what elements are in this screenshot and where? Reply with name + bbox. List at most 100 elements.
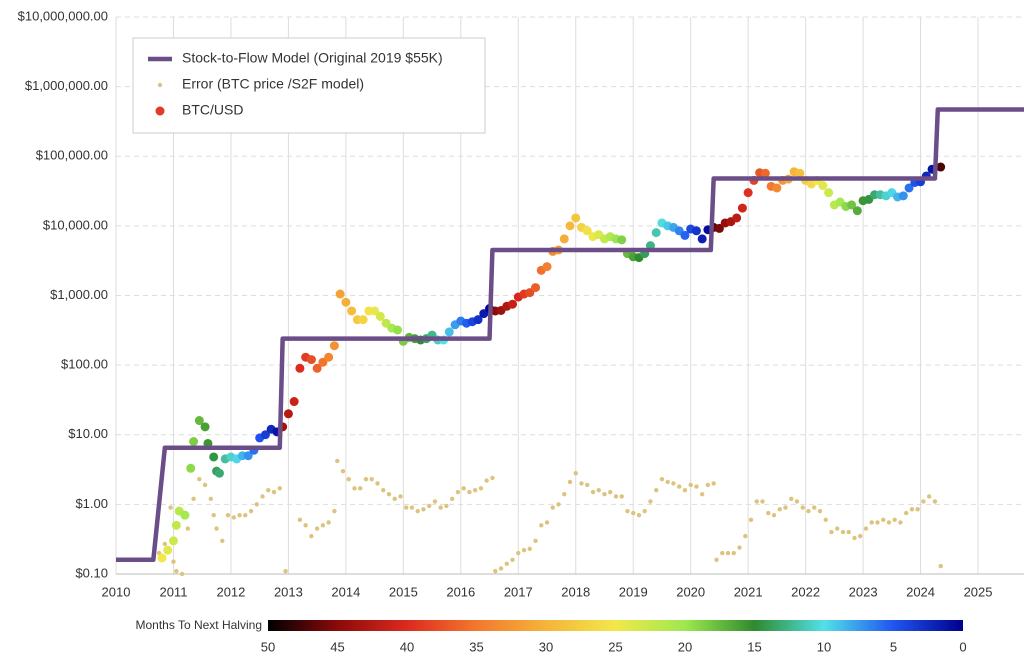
error-point <box>498 566 504 571</box>
error-point <box>875 520 880 525</box>
btc-point <box>772 183 782 193</box>
error-point <box>461 486 466 491</box>
btc-point <box>168 536 178 546</box>
error-point <box>248 508 254 514</box>
error-point <box>309 533 314 539</box>
error-point <box>858 533 863 539</box>
error-point <box>197 476 202 482</box>
btc-point <box>189 436 199 446</box>
x-tick-label: 2022 <box>791 584 820 599</box>
x-tick-label: 2020 <box>676 584 705 599</box>
error-point <box>725 550 731 556</box>
error-point <box>493 568 498 574</box>
error-point <box>358 486 363 491</box>
btc-point <box>680 230 690 240</box>
error-point <box>829 529 834 535</box>
y-tick-label: $10,000,000.00 <box>18 8 108 23</box>
btc-point <box>582 226 592 236</box>
legend-box <box>132 37 486 134</box>
error-point <box>921 499 926 504</box>
btc-point <box>329 341 339 351</box>
btc-point <box>393 325 403 335</box>
error-point <box>335 458 340 464</box>
error-point <box>573 471 578 476</box>
error-point <box>231 515 237 520</box>
btc-point <box>370 306 380 316</box>
btc-point <box>737 203 747 213</box>
error-point <box>567 479 573 485</box>
error-point <box>409 505 415 510</box>
btc-point <box>358 315 368 325</box>
error-point <box>381 487 386 493</box>
x-tick-label: 2019 <box>619 584 648 599</box>
legend-label: Error (BTC price /S2F model) <box>182 76 364 92</box>
marks <box>116 107 1024 577</box>
error-point <box>682 487 688 493</box>
x-tick-label: 2025 <box>964 584 993 599</box>
error-point <box>694 484 699 489</box>
error-point <box>171 559 176 564</box>
error-point <box>642 508 647 514</box>
y-tick-label: $1,000.00 <box>50 287 108 302</box>
error-point <box>556 502 561 507</box>
error-point <box>237 512 242 518</box>
error-point <box>266 487 271 493</box>
error-point <box>777 507 782 512</box>
error-point <box>550 505 555 510</box>
btc-point <box>157 553 167 563</box>
x-tick-label: 2015 <box>389 584 418 599</box>
btc-point <box>852 206 862 216</box>
error-point <box>179 571 185 577</box>
error-point <box>579 481 584 486</box>
error-point <box>533 538 538 543</box>
error-point <box>754 499 759 504</box>
btc-point <box>795 168 805 178</box>
error-point <box>909 507 915 512</box>
error-point <box>794 499 800 504</box>
error-point <box>539 523 544 528</box>
error-point <box>648 499 653 504</box>
error-point <box>478 486 484 491</box>
btc-point <box>260 430 270 440</box>
error-point <box>214 526 219 531</box>
btc-point <box>697 234 707 244</box>
legend-swatch <box>155 106 165 116</box>
error-point <box>903 510 909 516</box>
error-point <box>332 508 337 514</box>
error-point <box>484 478 489 483</box>
error-point <box>271 489 277 495</box>
error-point <box>602 492 607 497</box>
error-point <box>869 520 874 525</box>
btc-point <box>732 213 742 223</box>
btc-point <box>559 234 569 244</box>
legend-label: BTC/USD <box>182 102 243 118</box>
error-point <box>527 546 532 552</box>
colorbar <box>268 620 963 631</box>
error-point <box>191 496 196 502</box>
colorbar-tick-label: 50 <box>261 639 275 654</box>
error-point <box>748 517 754 523</box>
x-tick-label: 2021 <box>734 584 763 599</box>
y-tick-label: $100,000.00 <box>36 148 108 163</box>
error-point <box>665 479 670 485</box>
btc-point <box>180 510 190 520</box>
error-point <box>789 496 794 502</box>
error-point <box>398 494 403 499</box>
error-point <box>926 494 932 499</box>
legend-label: Stock-to-Flow Model (Original 2019 $55K) <box>182 50 443 66</box>
colorbar-tick-label: 35 <box>469 639 483 654</box>
x-tick-label: 2024 <box>906 584 935 599</box>
btc-point <box>714 223 724 233</box>
error-point <box>225 512 231 518</box>
btc-point <box>824 188 834 198</box>
error-point <box>840 529 846 535</box>
colorbar-tick-label: 15 <box>747 639 761 654</box>
btc-point <box>283 409 293 419</box>
colorbar-tick-label: 5 <box>890 639 897 654</box>
error-point <box>432 499 438 504</box>
error-point <box>631 510 636 516</box>
error-point <box>174 568 179 574</box>
colorbar-label: Months To Next Halving <box>135 618 262 632</box>
error-point <box>881 517 886 523</box>
